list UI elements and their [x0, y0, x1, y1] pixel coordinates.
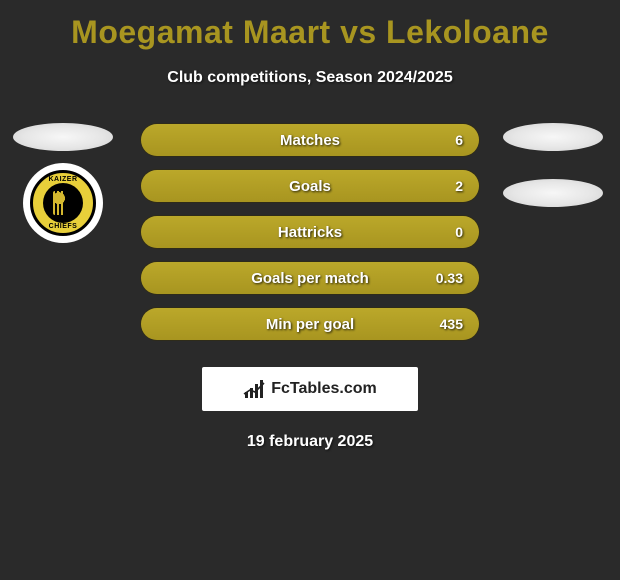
bar-min-per-goal: Min per goal 435 [140, 307, 480, 341]
bar-hattricks: Hattricks 0 [140, 215, 480, 249]
club-badge-text-top: KAIZER [48, 176, 77, 183]
brand-link[interactable]: FcTables.com [202, 367, 418, 411]
player2-club-placeholder [503, 179, 603, 207]
player1-avatar-placeholder [13, 123, 113, 151]
club-badge-ring: KAIZER CHIEFS [30, 170, 96, 236]
brand-text: FcTables.com [271, 380, 377, 398]
club-badge-text-bottom: CHIEFS [49, 223, 78, 230]
club-badge-core-icon [43, 183, 83, 223]
player2-avatar-placeholder [503, 123, 603, 151]
player2-column [498, 123, 608, 207]
title-vs: vs [340, 14, 377, 50]
bar-label: Goals per match [141, 270, 479, 287]
title-player1: Moegamat Maart [71, 14, 331, 50]
player1-column: KAIZER CHIEFS [8, 123, 118, 243]
bar-label: Min per goal [141, 316, 479, 333]
title-player2: Lekoloane [386, 14, 549, 50]
bar-value: 2 [455, 178, 463, 194]
bar-label: Goals [141, 178, 479, 195]
bar-value: 0.33 [436, 270, 463, 286]
bar-value: 435 [440, 316, 463, 332]
bar-value: 0 [455, 224, 463, 240]
footer-date: 19 february 2025 [0, 433, 620, 451]
bar-label: Matches [141, 132, 479, 149]
bar-chart-icon [243, 380, 265, 398]
bar-goals: Goals 2 [140, 169, 480, 203]
page-title: Moegamat Maart vs Lekoloane [0, 0, 620, 51]
bar-label: Hattricks [141, 224, 479, 241]
subtitle: Club competitions, Season 2024/2025 [0, 69, 620, 87]
comparison-layout: KAIZER CHIEFS Matches 6 Goals 2 Hattrick… [0, 123, 620, 341]
bar-value: 6 [455, 132, 463, 148]
player1-club-badge: KAIZER CHIEFS [23, 163, 103, 243]
stat-bars: Matches 6 Goals 2 Hattricks 0 Goals per … [140, 123, 480, 341]
bar-goals-per-match: Goals per match 0.33 [140, 261, 480, 295]
bar-matches: Matches 6 [140, 123, 480, 157]
